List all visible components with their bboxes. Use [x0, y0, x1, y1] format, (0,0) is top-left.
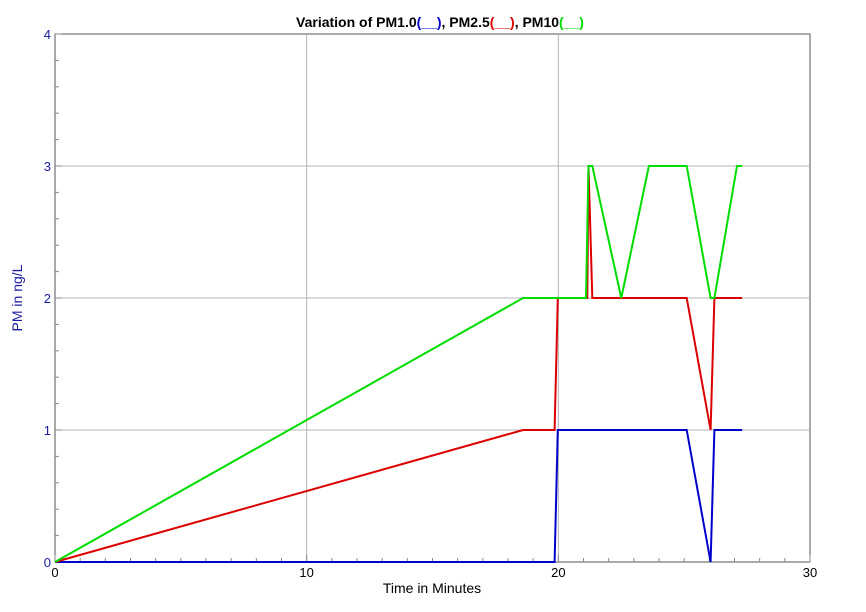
- x-tick-label: 20: [551, 565, 565, 580]
- title-part-1: (__): [417, 14, 442, 30]
- x-axis-title: Time in Minutes: [383, 580, 481, 596]
- title-part-3: (__): [490, 14, 515, 30]
- x-tick-labels: 0 10 20 30: [51, 565, 817, 580]
- y-tick-label: 0: [44, 555, 51, 570]
- series-line-pm10: [54, 165, 743, 563]
- y-tick-label: 1: [44, 423, 51, 438]
- title-part-4: , PM10: [515, 14, 560, 30]
- y-tick-label: 4: [44, 27, 51, 42]
- title-part-2: , PM2.5: [442, 14, 490, 30]
- title-part-5: (__): [559, 14, 584, 30]
- x-tick-label: 0: [51, 565, 58, 580]
- y-tick-label: 3: [44, 159, 51, 174]
- y-tick-labels: 0 1 2 3 4: [44, 27, 51, 570]
- x-tick-label: 30: [803, 565, 817, 580]
- title-part-0: Variation of PM1.0: [296, 14, 417, 30]
- x-tick-label: 10: [299, 565, 313, 580]
- y-tick-label: 2: [44, 291, 51, 306]
- series-line-pm10: [55, 429, 743, 563]
- y-axis-title: PM in ng/L: [9, 264, 25, 331]
- series-layer: [54, 165, 743, 563]
- chart-title: Variation of PM1.0(__), PM2.5(__), PM10(…: [296, 14, 584, 30]
